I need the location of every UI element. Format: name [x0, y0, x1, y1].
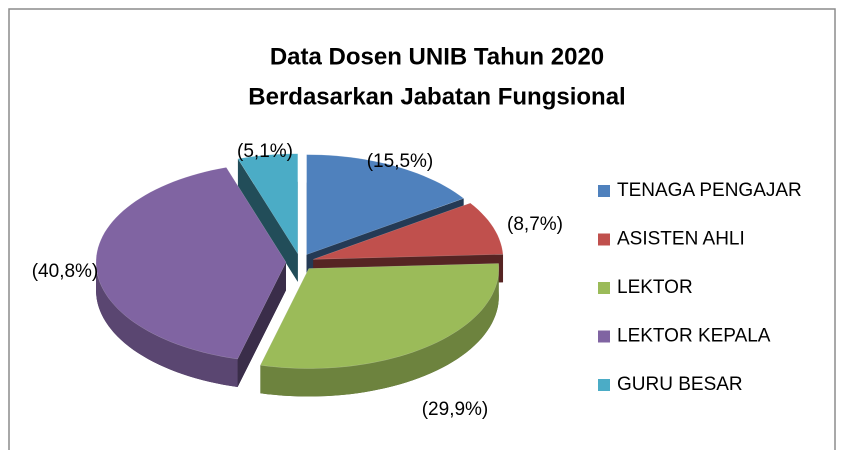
- legend-swatch: [598, 233, 610, 246]
- pie-slice: [260, 263, 500, 369]
- slice-side: [96, 262, 238, 387]
- pie-slice: [95, 167, 287, 360]
- legend-swatch: [598, 330, 610, 343]
- legend-swatch: [598, 379, 610, 391]
- slice-cut: [237, 262, 287, 387]
- data-label: (40,8%): [32, 261, 99, 282]
- legend-label: LEKTOR: [617, 277, 693, 298]
- data-label: (29,9%): [422, 399, 489, 420]
- legend-swatch: [598, 185, 610, 197]
- slice-side: [260, 268, 499, 397]
- legend-label: ASISTEN AHLI: [617, 229, 745, 250]
- legend-label: GURU BESAR: [617, 374, 743, 395]
- slice-cut: [237, 158, 298, 282]
- chart-subtitle: Berdasarkan Jabatan Fungsional: [248, 83, 625, 110]
- pie-slice: [306, 154, 465, 255]
- data-label: (15,5%): [367, 151, 434, 172]
- data-label: (5,1%): [237, 141, 293, 162]
- legend-label: TENAGA PENGAJAR: [617, 180, 802, 201]
- legend-swatch: [598, 282, 610, 294]
- pie-slice: [237, 153, 299, 255]
- legend-label: LEKTOR KEPALA: [617, 326, 771, 347]
- pie-slice: [313, 202, 504, 260]
- chart-title: Data Dosen UNIB Tahun 2020: [270, 43, 604, 70]
- pie-tops: [95, 153, 504, 369]
- data-label: (8,7%): [507, 214, 563, 235]
